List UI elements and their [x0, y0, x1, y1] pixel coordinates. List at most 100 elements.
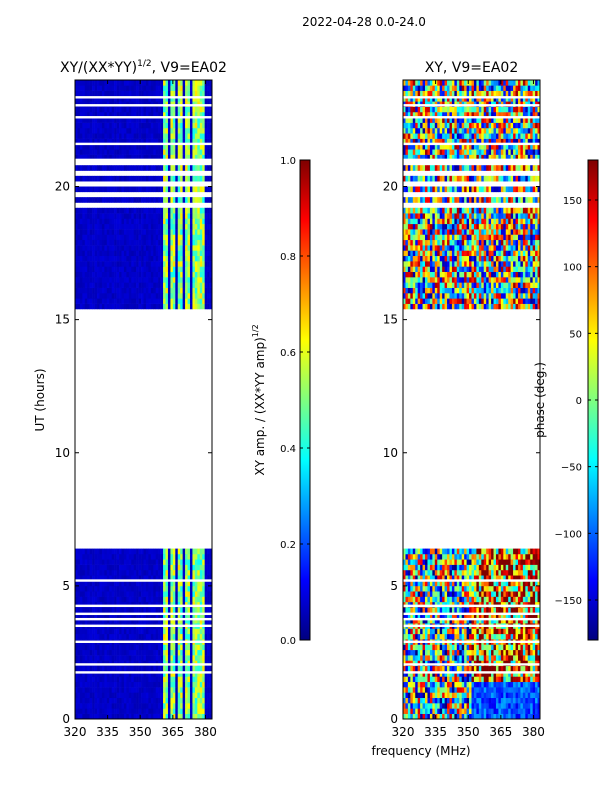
heatmap-cell: [94, 665, 98, 672]
heatmap-cell: [172, 223, 176, 230]
heatmap-cell: [84, 713, 88, 719]
heatmap-cell: [92, 229, 95, 235]
heatmap-cell: [461, 697, 465, 704]
heatmap-cell: [153, 133, 157, 139]
heatmap-cell: [185, 223, 188, 230]
heatmap-cell: [79, 287, 83, 294]
heatmap-cell: [163, 564, 166, 571]
heatmap-cell: [537, 697, 540, 704]
heatmap-cell: [510, 633, 514, 640]
heatmap-cell: [412, 708, 416, 714]
heatmap-cell: [522, 681, 526, 688]
heatmap-cell: [153, 559, 157, 565]
heatmap-cell: [79, 90, 83, 97]
heatmap-cell: [89, 708, 93, 714]
heatmap-cell: [121, 234, 125, 241]
heatmap-cell: [89, 692, 93, 699]
heatmap-cell: [153, 106, 157, 113]
heatmap-cell: [520, 671, 524, 677]
heatmap-cell: [128, 713, 132, 719]
heatmap-cell: [478, 665, 482, 672]
heatmap-cell: [101, 80, 105, 86]
heatmap-cell: [481, 671, 485, 677]
heatmap-cell: [444, 649, 448, 656]
heatmap-cell: [517, 655, 521, 661]
heatmap-cell: [160, 303, 164, 310]
heatmap-cell: [148, 585, 152, 592]
heatmap-cell: [126, 703, 130, 709]
heatmap-cell: [189, 175, 193, 182]
heatmap-cell: [185, 553, 188, 560]
heatmap-cell: [158, 644, 161, 651]
heatmap-cell: [537, 676, 540, 683]
heatmap-cell: [79, 665, 83, 672]
heatmap-cell: [207, 186, 210, 193]
heatmap-cell: [197, 175, 201, 182]
heatmap-cell: [476, 708, 480, 714]
heatmap-cell: [141, 250, 144, 257]
heatmap-cell: [160, 143, 164, 150]
heatmap-cell: [172, 186, 176, 193]
heatmap-cell: [420, 681, 423, 688]
heatmap-cell: [119, 282, 122, 288]
heatmap-cell: [121, 665, 125, 672]
heatmap-cell: [170, 117, 174, 123]
heatmap-cell: [109, 186, 112, 193]
heatmap-cell: [148, 266, 152, 272]
heatmap-cell: [172, 665, 176, 672]
heatmap-cell: [209, 223, 212, 230]
heatmap-cell: [153, 218, 157, 225]
heatmap-cell: [187, 692, 191, 699]
heatmap-cell: [185, 282, 188, 288]
heatmap-cell: [87, 186, 90, 193]
heatmap-cell: [185, 213, 188, 219]
heatmap-cell: [126, 213, 130, 219]
heatmap-cell: [172, 149, 176, 155]
heatmap-cell: [111, 111, 115, 118]
heatmap-cell: [77, 681, 81, 688]
heatmap-cell: [182, 298, 186, 304]
heatmap-cell: [109, 133, 112, 139]
heatmap-cell: [101, 628, 105, 635]
heatmap-cell: [114, 261, 117, 267]
heatmap-cell: [189, 218, 193, 225]
heatmap-cell: [148, 229, 152, 235]
heatmap-cell: [94, 649, 98, 656]
heatmap-cell: [165, 154, 169, 161]
heatmap-cell: [126, 671, 130, 677]
heatmap-cell: [128, 628, 132, 635]
heatmap-cell: [182, 633, 186, 640]
heatmap-cell: [163, 197, 166, 203]
heatmap-cell: [500, 644, 504, 651]
heatmap-cell: [143, 234, 147, 241]
heatmap-cell: [155, 250, 159, 257]
heatmap-cell: [104, 255, 108, 262]
heatmap-cell: [192, 229, 196, 235]
heatmap-cell: [180, 665, 183, 672]
heatmap-cell: [92, 175, 95, 182]
heatmap-cell: [106, 149, 110, 155]
heatmap-cell: [194, 271, 198, 278]
heatmap-cell: [170, 564, 174, 571]
heatmap-cell: [104, 133, 108, 139]
heatmap-cell: [128, 213, 132, 219]
heatmap-cell: [192, 95, 196, 102]
heatmap-cell: [170, 218, 174, 225]
heatmap-cell: [451, 665, 455, 672]
heatmap-cell: [471, 692, 475, 699]
heatmap-cell: [160, 85, 164, 91]
heatmap-cell: [427, 676, 431, 683]
heatmap-cell: [515, 692, 519, 699]
heatmap-cell: [417, 676, 421, 683]
heatmap-cell: [197, 117, 201, 123]
heatmap-cell: [508, 681, 511, 688]
heatmap-cell: [128, 298, 132, 304]
heatmap-cell: [145, 127, 149, 134]
heatmap-cell: [160, 607, 164, 613]
heatmap-cell: [163, 293, 166, 299]
heatmap-cell: [143, 282, 147, 288]
heatmap-cell: [104, 585, 108, 592]
heatmap-cell: [77, 633, 81, 640]
heatmap-cell: [515, 681, 519, 688]
heatmap-cell: [170, 239, 174, 246]
